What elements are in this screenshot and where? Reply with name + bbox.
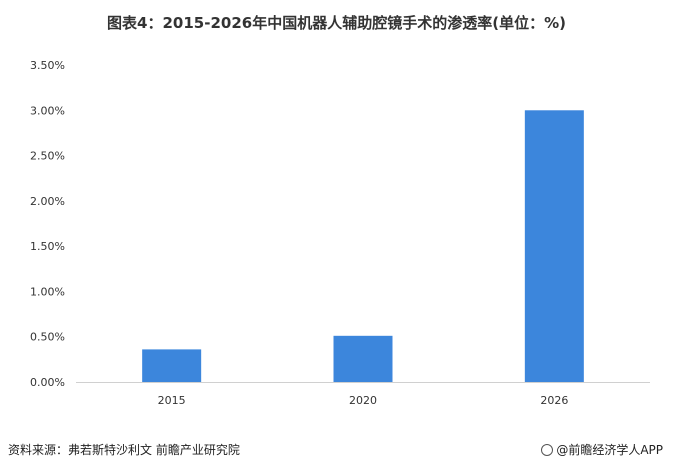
x-tick-label: 2020 bbox=[349, 394, 377, 407]
y-tick-label: 3.50% bbox=[30, 59, 65, 72]
y-tick-label: 2.00% bbox=[30, 195, 65, 208]
bars bbox=[142, 110, 584, 383]
bar-2020 bbox=[333, 335, 393, 382]
y-tick-label: 1.50% bbox=[30, 240, 65, 253]
y-axis: 0.00% 0.50% 1.00% 1.50% 2.00% 2.50% 3.00% 3.50% bbox=[30, 59, 65, 389]
chart-title: 图表4：2015-2026年中国机器人辅助腔镜手术的渗透率(单位：%) bbox=[107, 14, 566, 32]
brand-label: @前瞻经济学人APP bbox=[541, 441, 663, 458]
x-tick-label: 2015 bbox=[158, 394, 186, 407]
brand-text: @前瞻经济学人APP bbox=[556, 443, 663, 457]
y-tick-label: 0.00% bbox=[30, 376, 65, 389]
brand-logo-icon bbox=[541, 444, 554, 456]
x-axis: 2015 2020 2026 bbox=[158, 394, 569, 407]
y-tick-label: 2.50% bbox=[30, 150, 65, 163]
y-tick-label: 3.00% bbox=[30, 104, 65, 117]
bar-2015 bbox=[142, 349, 202, 382]
x-tick-label: 2026 bbox=[540, 394, 568, 407]
bar-2026 bbox=[524, 110, 584, 383]
y-tick-label: 0.50% bbox=[30, 331, 65, 344]
y-tick-label: 1.00% bbox=[30, 285, 65, 298]
source-note: 资料来源：弗若斯特沙利文 前瞻产业研究院 bbox=[8, 443, 240, 457]
